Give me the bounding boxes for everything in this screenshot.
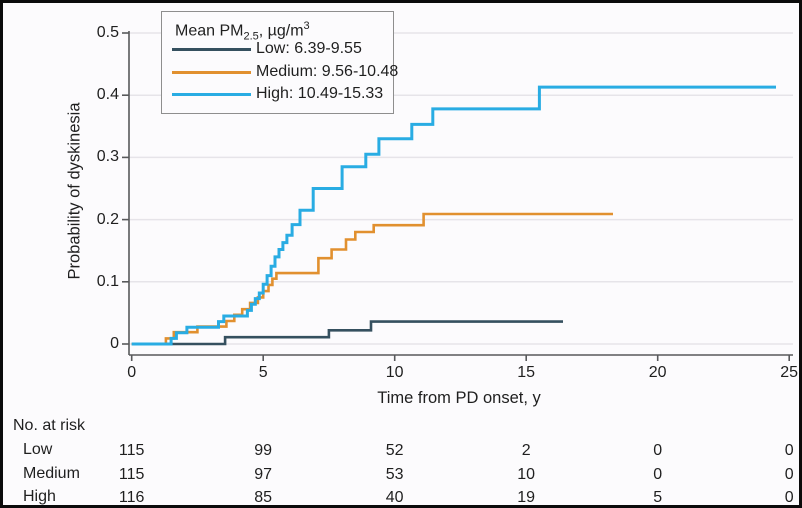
risk-low-y5: 99 — [254, 442, 273, 459]
legend-box: Mean PM2.5, µg/m3 Low: 6.39-9.55 Medium:… — [161, 11, 398, 114]
x-tick-label-15: 15 — [517, 364, 536, 381]
legend-title: Mean PM2.5, µg/m3 — [175, 20, 310, 43]
y-tick-label-0.4: 0.4 — [96, 86, 119, 104]
risk-medium-y20: 0 — [653, 466, 663, 483]
risk-row-label-high: High — [23, 488, 56, 505]
risk-high-y15: 19 — [517, 489, 536, 506]
x-axis-label: Time from PD onset, y — [377, 389, 541, 407]
survival-plot-canvas — [122, 31, 793, 361]
legend-entry-low: Low: 6.39-9.55 — [172, 39, 362, 59]
risk-high-y5: 85 — [254, 489, 273, 506]
y-tick-label-0.2: 0.2 — [96, 210, 119, 228]
legend-label-high: High: 10.49-15.33 — [256, 85, 384, 102]
risk-medium-y25: 0 — [784, 466, 794, 483]
legend-line-low — [172, 47, 251, 51]
legend-label-medium: Medium: 9.56-10.48 — [256, 63, 399, 80]
risk-table-header: No. at risk — [13, 417, 86, 434]
legend-label-low: Low: 6.39-9.55 — [256, 40, 362, 57]
risk-high-y10: 40 — [385, 489, 404, 506]
x-tick-label-5: 5 — [258, 364, 268, 381]
risk-row-label-medium: Medium — [23, 465, 80, 482]
risk-medium-y0: 115 — [118, 466, 145, 483]
risk-row-label-low: Low — [23, 441, 53, 458]
x-tick-label-25: 25 — [780, 364, 799, 381]
curve-medium — [131, 212, 613, 346]
y-tick-label-0: 0 — [110, 335, 119, 352]
x-tick-label-10: 10 — [385, 364, 404, 381]
risk-medium-y15: 10 — [517, 466, 536, 483]
risk-high-y25: 0 — [784, 489, 794, 506]
x-tick-label-20: 20 — [648, 364, 667, 381]
y-tick-label-0.1: 0.1 — [96, 272, 119, 290]
risk-medium-y5: 97 — [254, 466, 273, 483]
risk-low-y0: 115 — [118, 442, 145, 459]
y-axis-label: Probability of dyskinesia — [65, 102, 84, 280]
legend-line-medium — [172, 70, 251, 74]
risk-high-y20: 5 — [653, 489, 663, 506]
curve-high — [131, 85, 776, 346]
y-tick-label-0.5: 0.5 — [96, 24, 119, 41]
risk-medium-y10: 53 — [385, 466, 404, 483]
x-tick-label-0: 0 — [127, 364, 137, 381]
risk-high-y0: 116 — [118, 489, 145, 506]
curve-low — [131, 320, 563, 346]
risk-low-y10: 52 — [385, 442, 404, 459]
legend-entry-medium: Medium: 9.56-10.48 — [172, 62, 398, 82]
legend-entry-high: High: 10.49-15.33 — [172, 84, 383, 104]
y-tick-label-0.3: 0.3 — [96, 148, 119, 166]
legend-line-high — [172, 92, 251, 96]
risk-low-y20: 0 — [653, 442, 663, 459]
risk-low-y15: 2 — [521, 442, 531, 459]
risk-low-y25: 0 — [784, 442, 794, 459]
